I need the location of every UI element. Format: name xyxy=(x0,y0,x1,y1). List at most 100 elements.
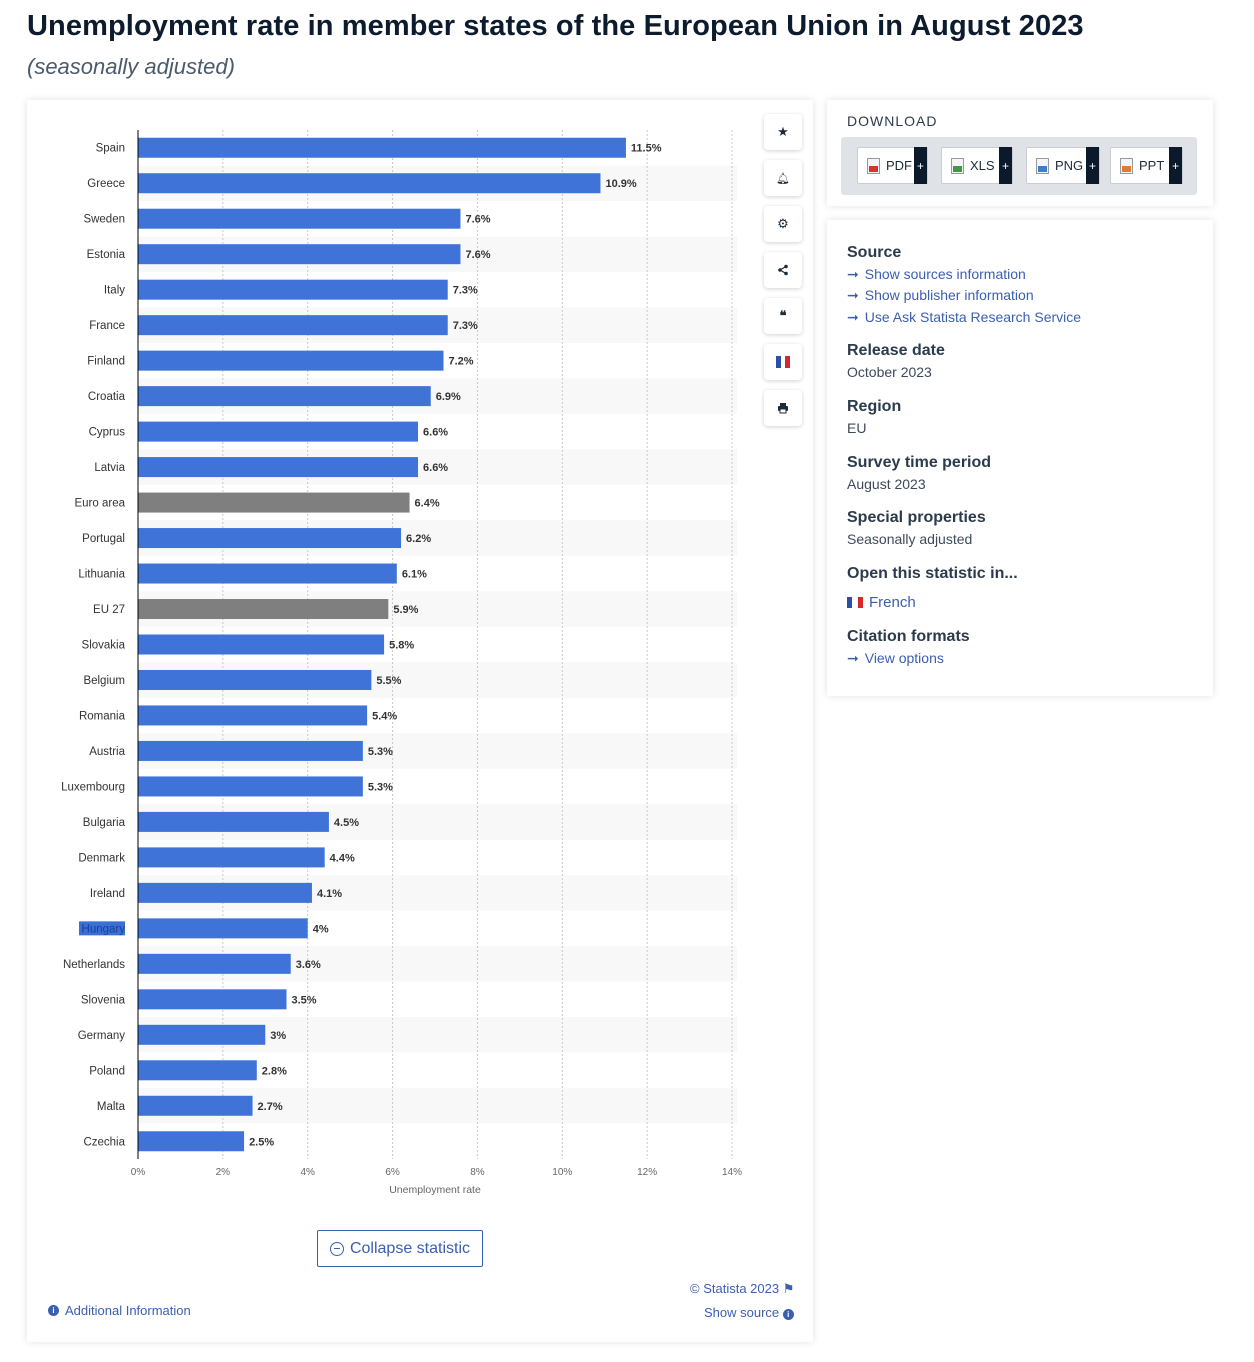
category-label-eu-27: EU 27 xyxy=(93,604,125,616)
collapse-statistic-button[interactable]: Collapse statistic xyxy=(317,1230,483,1267)
data-label-romania: 5.4% xyxy=(372,710,397,722)
category-label-slovenia: Slovenia xyxy=(81,994,126,1006)
download-png-button[interactable]: PNG + xyxy=(1026,147,1100,184)
show-source-link[interactable]: Show source i xyxy=(704,1305,794,1320)
category-label-latvia: Latvia xyxy=(94,462,125,474)
open-statistic-heading: Open this statistic in... xyxy=(847,565,1018,582)
share-icon xyxy=(778,264,788,276)
collapse-label: Collapse statistic xyxy=(349,1239,471,1257)
data-label-lithuania: 6.1% xyxy=(402,569,427,581)
bar-italy xyxy=(138,279,448,300)
category-label-ireland: Ireland xyxy=(90,888,125,900)
bar-lithuania xyxy=(138,563,397,584)
data-label-sweden: 7.6% xyxy=(465,214,490,226)
data-label-ireland: 4.1% xyxy=(317,888,342,900)
bar-chart: 11.5% Spain 10.9% Greece 7.6% Sweden 7.6% Eston… xyxy=(61,130,742,1196)
category-label-poland: Poland xyxy=(89,1065,125,1077)
category-label-euro-area: Euro area xyxy=(74,498,125,510)
bar-denmark xyxy=(138,847,325,868)
x-tick-label: 8% xyxy=(470,1167,485,1178)
category-label-lithuania: Lithuania xyxy=(78,569,125,581)
x-tick-label: 0% xyxy=(131,1167,146,1178)
settings-button[interactable]: ⚙ xyxy=(764,206,802,242)
bar-austria xyxy=(138,740,363,761)
x-tick-label: 4% xyxy=(300,1167,315,1178)
download-card: DOWNLOAD PDF + XLS + PNG + PPT + xyxy=(827,100,1213,206)
bar-portugal xyxy=(138,528,402,549)
copyright-text[interactable]: © Statista 2023 ⚑ xyxy=(690,1281,795,1296)
release-date-heading: Release date xyxy=(847,342,945,359)
category-label-slovakia: Slovakia xyxy=(82,640,126,652)
source-heading: Source xyxy=(847,244,902,261)
info-icon: i xyxy=(48,1305,59,1316)
category-label-greece: Greece xyxy=(87,178,125,190)
view-options-link[interactable]: ➞ View options xyxy=(847,650,944,666)
bar-ireland xyxy=(138,882,312,903)
chart-card: 11.5% Spain 10.9% Greece 7.6% Sweden 7.6% Eston… xyxy=(27,100,813,1342)
region-value: EU xyxy=(847,420,867,436)
data-label-denmark: 4.4% xyxy=(330,852,355,864)
region-heading: Region xyxy=(847,398,902,415)
additional-information-link[interactable]: i Additional Information xyxy=(48,1303,191,1318)
print-button[interactable] xyxy=(764,390,802,426)
category-label-portugal: Portugal xyxy=(82,533,125,545)
statistic-details-card: Source ➞ Show sources information ➞ Show p… xyxy=(827,220,1213,696)
bar-slovenia xyxy=(138,989,287,1010)
citation-formats-heading: Citation formats xyxy=(847,628,970,645)
data-label-poland: 2.8% xyxy=(262,1065,287,1077)
category-label-denmark: Denmark xyxy=(78,852,125,864)
data-label-netherlands: 3.6% xyxy=(296,959,321,971)
category-label-sweden: Sweden xyxy=(83,214,125,226)
bar-eu-27 xyxy=(138,599,389,620)
data-label-belgium: 5.5% xyxy=(376,675,401,687)
bar-luxembourg xyxy=(138,776,363,797)
cite-button[interactable]: ❝ xyxy=(764,298,802,334)
category-label-italy: Italy xyxy=(104,285,125,297)
png-file-icon xyxy=(1036,157,1049,174)
category-label-cyprus: Cyprus xyxy=(89,427,126,439)
show-publisher-link[interactable]: ➞ Show publisher information xyxy=(847,287,1034,303)
pdf-file-icon xyxy=(867,157,880,174)
x-tick-label: 10% xyxy=(552,1167,572,1178)
x-tick-label: 12% xyxy=(637,1167,657,1178)
download-xls-button[interactable]: XLS + xyxy=(941,147,1013,184)
flag-icon: ⚑ xyxy=(782,1281,795,1296)
special-properties-heading: Special properties xyxy=(847,509,986,526)
bar-france xyxy=(138,315,448,336)
bar-finland xyxy=(138,350,444,371)
share-button[interactable] xyxy=(764,252,802,288)
category-label-croatia: Croatia xyxy=(88,391,126,403)
download-pdf-button[interactable]: PDF + xyxy=(857,147,928,184)
bar-spain xyxy=(138,137,626,158)
open-in-french-link[interactable]: French xyxy=(847,594,916,611)
show-sources-link[interactable]: ➞ Show sources information xyxy=(847,266,1026,282)
category-label-luxembourg: Luxembourg xyxy=(61,781,125,793)
favorite-button[interactable]: ★ xyxy=(764,114,802,150)
data-label-cyprus: 6.6% xyxy=(423,427,448,439)
data-label-italy: 7.3% xyxy=(453,285,478,297)
category-highlight xyxy=(79,921,125,936)
bar-hungary xyxy=(138,918,308,939)
data-label-france: 7.3% xyxy=(453,320,478,332)
data-label-luxembourg: 5.3% xyxy=(368,781,393,793)
data-label-estonia: 7.6% xyxy=(465,249,490,261)
bar-latvia xyxy=(138,457,419,478)
bar-estonia xyxy=(138,244,461,265)
survey-period-value: August 2023 xyxy=(847,476,926,492)
category-label-hungary: Hungary xyxy=(82,923,126,935)
notification-button[interactable]: 🔔︎ xyxy=(764,160,802,196)
star-icon: ★ xyxy=(777,124,789,139)
category-label-romania: Romania xyxy=(79,710,126,722)
bar-sweden xyxy=(138,208,461,229)
download-ppt-button[interactable]: PPT + xyxy=(1110,147,1183,184)
data-label-austria: 5.3% xyxy=(368,746,393,758)
data-label-germany: 3% xyxy=(270,1030,286,1042)
bar-cyprus xyxy=(138,421,419,442)
ask-statista-link[interactable]: ➞ Use Ask Statista Research Service xyxy=(847,309,1082,325)
category-label-france: France xyxy=(89,320,125,332)
bar-germany xyxy=(138,1024,266,1045)
french-flag-icon xyxy=(776,356,791,368)
gear-icon: ⚙ xyxy=(777,216,789,231)
french-version-button[interactable] xyxy=(764,344,802,380)
page-title: Unemployment rate in member states of th… xyxy=(27,10,1084,42)
